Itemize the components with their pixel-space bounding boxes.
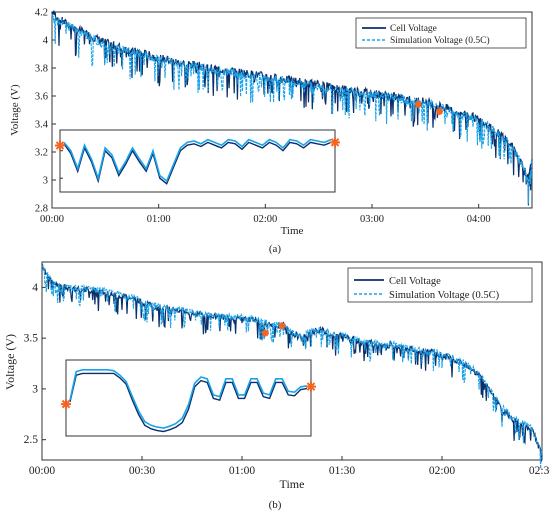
- panel-a-plot-frame: [51, 11, 533, 209]
- panel-b: 2.533.54 00:0000:3001:0001:3002:0002:30 …: [3, 261, 550, 511]
- panel-a: 2.8 3 3.2 3.4 3.6 3.8 4 4.2 00:00 01:00 02:00 03:0…: [9, 8, 533, 255]
- x-tick-label: 01:00: [147, 214, 171, 225]
- inset-line-cell-voltage: [63, 141, 332, 185]
- panel-a-legend-label-cell: Cell Voltage: [390, 24, 437, 34]
- panel-b-legend-box: [347, 267, 533, 303]
- panel-a-ylabel: Voltage (V): [9, 84, 21, 136]
- marker-star: [278, 322, 286, 330]
- panel-a-legend-label-sim: Simulation Voltage (0.5C): [390, 35, 490, 46]
- x-tick-label: 02:00: [253, 214, 277, 225]
- marker-star-stroke: [436, 108, 443, 115]
- inset-marker-star-stroke: [330, 138, 340, 147]
- x-tick-label: 01:00: [229, 465, 255, 477]
- inset-marker-star: [306, 381, 316, 392]
- inset-marker-star-stroke: [306, 382, 316, 391]
- x-tick-label: 00:30: [129, 465, 155, 477]
- y-tick-label: 3.2: [35, 148, 48, 159]
- x-tick-label: 01:30: [329, 465, 355, 477]
- marker-star-stroke: [262, 329, 269, 337]
- y-tick-label: 2.5: [24, 434, 39, 446]
- inset-marker-star: [330, 137, 340, 148]
- x-tick-label: 04:00: [467, 214, 491, 225]
- panel-b-ylabel: Voltage (V): [3, 334, 17, 390]
- panel-b-xlabel: Time: [280, 477, 305, 491]
- marker-star: [261, 329, 269, 337]
- inset-line-simulation-voltage: [69, 368, 308, 429]
- y-tick-label: 3.6: [35, 92, 48, 103]
- y-tick-label: 3.5: [24, 333, 39, 345]
- marker-star-stroke: [278, 322, 286, 330]
- inset-marker-star: [55, 140, 65, 151]
- panel-b-label: (b): [269, 499, 282, 511]
- x-tick-label: 00:00: [40, 214, 64, 225]
- marker-star: [436, 107, 444, 115]
- panel-b-markers: [261, 322, 286, 337]
- x-tick-label: 03:00: [360, 214, 384, 225]
- panel-a-legend-box: [355, 17, 527, 49]
- x-tick-label: 02:00: [429, 465, 455, 477]
- x-tick-label: 02:30: [529, 465, 550, 477]
- y-tick-label: 4: [32, 282, 38, 294]
- inset-marker-star: [61, 399, 71, 410]
- panel-b-legend-label-sim: Simulation Voltage (0.5C): [389, 290, 500, 301]
- panel-b-y-ticks: 2.5 3 3.5 4: [24, 282, 46, 446]
- panel-a-series: [51, 10, 533, 206]
- panel-a-y-ticks: 2.8 3 3.2 3.4 3.6 3.8 4 4.2: [35, 8, 56, 215]
- marker-star: [414, 100, 422, 108]
- inset-line-cell-voltage: [69, 372, 308, 433]
- panel-a-inset-frame: [59, 129, 336, 193]
- x-tick-label: 00:00: [29, 465, 55, 477]
- panel-b-inset: [61, 368, 316, 433]
- inset-marker-star-stroke: [55, 141, 65, 150]
- panel-b-x-ticks: 00:00 00:30 01:00 01:30 02:00 02:30: [29, 456, 550, 477]
- y-tick-label: 4.2: [35, 8, 48, 19]
- panel-a-markers: [414, 100, 444, 115]
- series-line-simulation-voltage: [41, 264, 543, 469]
- panel-a-xlabel: Time: [281, 225, 304, 237]
- panel-a-x-ticks: 00:00 01:00 02:00 03:00 04:00: [40, 204, 491, 225]
- y-tick-label: 3.4: [35, 120, 49, 131]
- inset-marker-star-stroke: [61, 399, 71, 409]
- y-tick-label: 3: [43, 176, 48, 187]
- marker-star-stroke: [415, 101, 422, 108]
- y-tick-label: 2.8: [35, 204, 48, 215]
- y-tick-label: 3: [32, 383, 38, 395]
- panel-b-series: [41, 263, 543, 469]
- panel-a-label: (a): [269, 243, 282, 255]
- panel-b-legend-label-cell: Cell Voltage: [389, 276, 441, 287]
- panel-b-plot-frame: [41, 261, 543, 461]
- y-tick-label: 4: [43, 36, 49, 47]
- y-tick-label: 3.8: [35, 64, 48, 75]
- inset-line-simulation-voltage: [63, 138, 332, 183]
- panel-a-inset: [55, 137, 340, 185]
- series-line-simulation-voltage: [51, 13, 533, 205]
- panel-b-inset-frame: [65, 359, 312, 437]
